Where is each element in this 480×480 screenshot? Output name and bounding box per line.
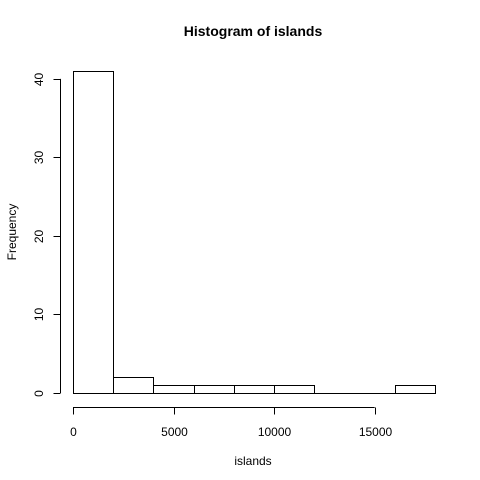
x-tick-label-0: 0 [70, 425, 77, 439]
histogram-bar-8 [395, 385, 436, 394]
bars-group [73, 71, 436, 394]
x-axis: 0 5000 10000 15000 [70, 407, 393, 439]
y-tick-label-3: 30 [32, 151, 46, 165]
y-tick-label-4: 40 [32, 73, 46, 87]
y-tick-label-0: 0 [32, 390, 46, 397]
x-tick-label-2: 10000 [258, 425, 292, 439]
y-tick-label-1: 10 [32, 308, 46, 322]
histogram-bar-4 [234, 385, 275, 394]
y-axis: 0 10 20 30 40 [32, 73, 61, 397]
histogram-bar-0 [73, 71, 114, 394]
y-tick-label-2: 20 [32, 230, 46, 244]
x-tick-label-3: 15000 [359, 425, 393, 439]
y-axis-label: Frequency [5, 204, 19, 261]
histogram-bar-1 [113, 377, 154, 394]
histogram-bar-2 [153, 385, 195, 394]
histogram-bar-5 [274, 385, 315, 394]
chart-title: Histogram of islands [184, 23, 323, 39]
histogram-bar-3 [194, 385, 235, 394]
x-axis-label: islands [234, 454, 271, 468]
x-tick-label-1: 5000 [161, 425, 188, 439]
